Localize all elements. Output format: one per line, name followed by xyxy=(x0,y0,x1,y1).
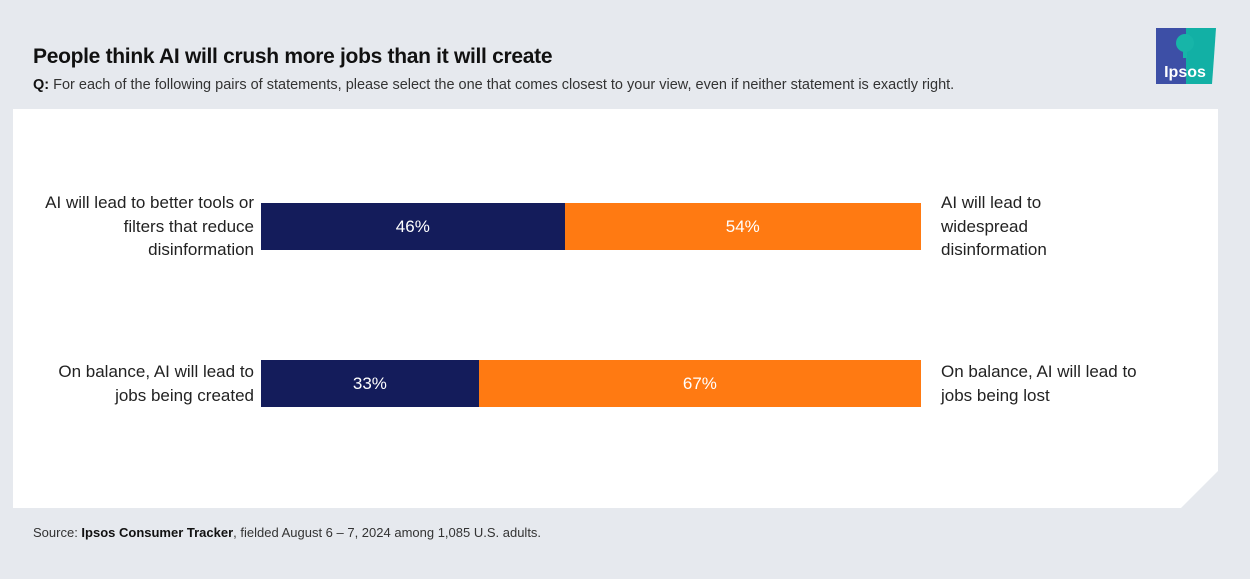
svg-text:Ipsos: Ipsos xyxy=(1164,64,1206,81)
right-statement-label: AI will lead to widespread disinformatio… xyxy=(941,193,1047,260)
bar-segment-right: 54% xyxy=(564,203,921,250)
left-statement-label: AI will lead to better tools or filters … xyxy=(45,193,254,260)
question-body: For each of the following pairs of state… xyxy=(49,77,955,93)
source-details: , fielded August 6 – 7, 2024 among 1,085… xyxy=(233,525,542,540)
source-note: Source: Ipsos Consumer Tracker, fielded … xyxy=(33,525,541,540)
bar-segment-left: 33% xyxy=(261,360,479,407)
question-text: Q: For each of the following pairs of st… xyxy=(33,77,954,93)
ipsos-logo: Ipsos xyxy=(1156,28,1216,84)
source-prefix: Source: xyxy=(33,525,82,540)
chart-title: People think AI will crush more jobs tha… xyxy=(33,45,553,68)
chart-card: AI will lead to better tools or filters … xyxy=(13,109,1218,508)
right-statement-label: On balance, AI will lead to jobs being l… xyxy=(941,362,1137,405)
left-statement-label: On balance, AI will lead to jobs being c… xyxy=(58,362,254,405)
question-prefix: Q: xyxy=(33,77,50,93)
bar-segment-right: 67% xyxy=(478,360,921,407)
bar-segment-left: 46% xyxy=(261,203,565,250)
source-name: Ipsos Consumer Tracker xyxy=(81,525,234,540)
